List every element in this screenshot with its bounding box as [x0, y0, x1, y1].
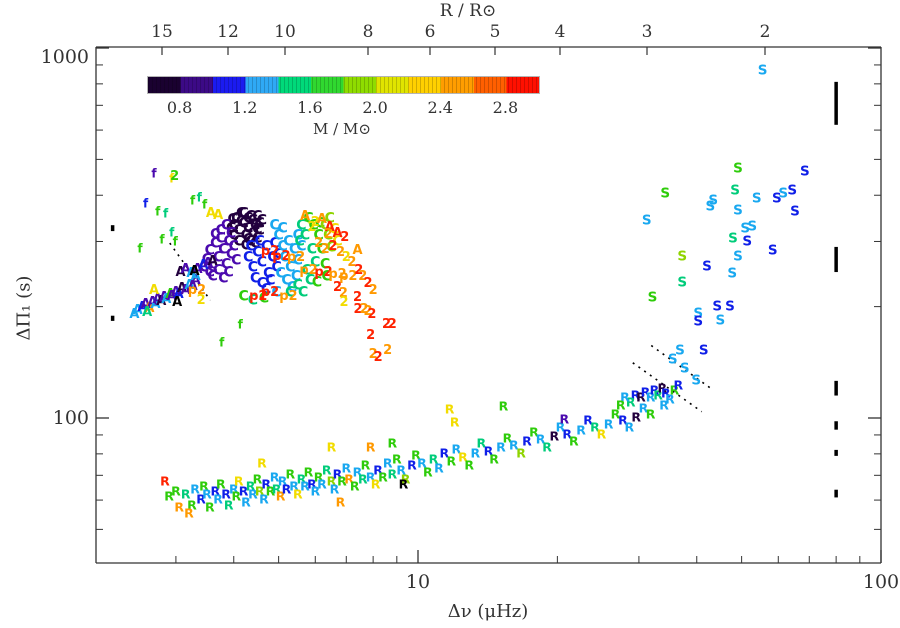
top-axis-title: R / R⊙ — [439, 1, 497, 21]
top-tick-label: 15 — [151, 22, 173, 42]
axis-line — [169, 242, 211, 301]
top-tick-label: 2 — [759, 22, 771, 42]
x-axis-title: Δν (μHz) — [447, 601, 529, 622]
colorbar-tick-label: 0.8 — [166, 98, 193, 117]
x-tick-label: 10 — [405, 571, 431, 593]
top-tick-label: 12 — [217, 22, 239, 42]
colorbar-tick-label: 2.0 — [362, 98, 388, 117]
top-tick-label: 3 — [641, 22, 653, 42]
axis-line — [632, 362, 703, 413]
x-tick-label: 100 — [862, 571, 900, 593]
y-tick-label: 1000 — [40, 46, 89, 68]
y-axis-title: ΔΠ₁ (s) — [13, 275, 35, 341]
colorbar-tick-label: 2.8 — [492, 98, 519, 117]
axis-line — [650, 344, 714, 391]
top-tick-label: 8 — [362, 22, 374, 42]
top-tick-label: 5 — [489, 22, 501, 42]
y-tick-label: 100 — [52, 407, 89, 429]
colorbar-tick-label: 1.2 — [232, 98, 258, 117]
mass-colorbar — [147, 76, 540, 94]
top-tick-label: 6 — [424, 22, 436, 42]
top-tick-label: 4 — [554, 22, 566, 42]
top-tick-label: 10 — [274, 22, 296, 42]
colorbar-tick-label: 1.6 — [297, 98, 323, 117]
colorbar-tick-label: 2.4 — [427, 98, 453, 117]
colorbar-title: M / M⊙ — [313, 120, 371, 138]
